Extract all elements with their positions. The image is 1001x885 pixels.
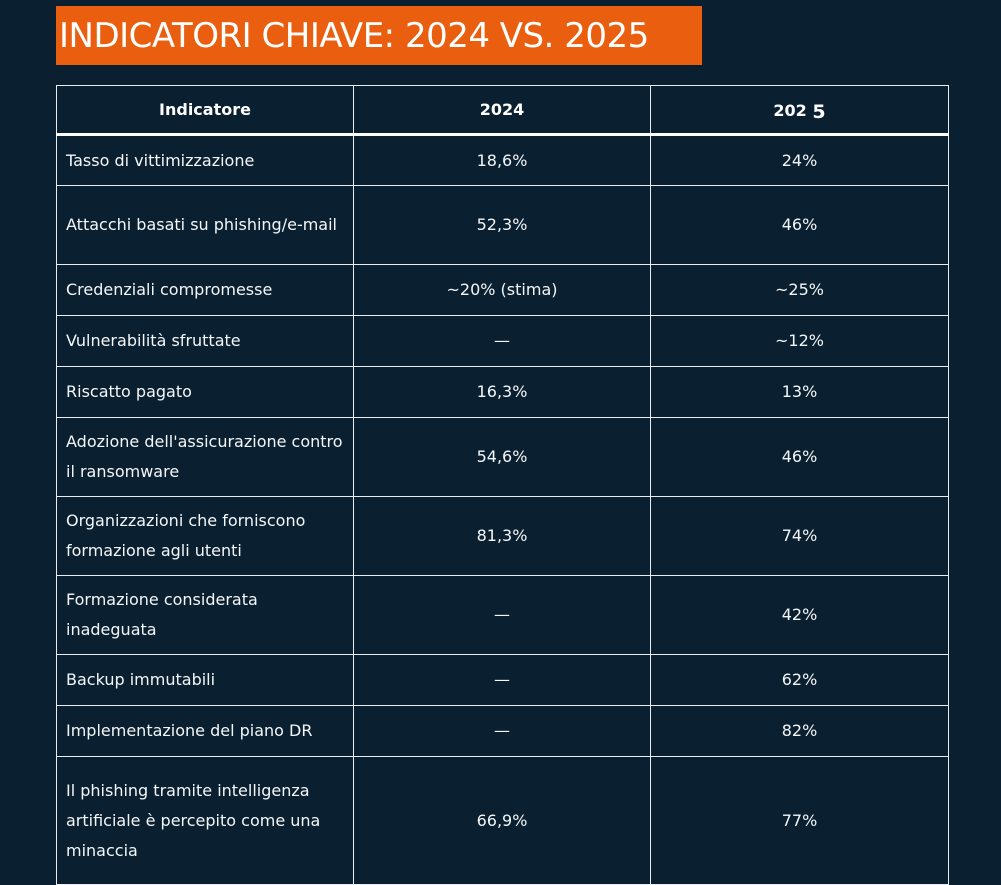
value-2024-cell: 18,6% <box>353 134 651 186</box>
value-2024-cell: 52,3% <box>353 185 651 265</box>
title-banner: INDICATORI CHIAVE: 2024 VS. 2025 <box>56 6 702 65</box>
page-title: INDICATORI CHIAVE: 2024 VS. 2025 <box>59 15 649 56</box>
table-row: Attacchi basati su phishing/e-mail 52,3% 4… <box>56 185 949 265</box>
indicator-cell: Vulnerabilità sfruttate <box>56 315 354 367</box>
indicator-cell: Riscatto pagato <box>56 366 354 418</box>
value-2025-cell: 46% <box>650 185 949 265</box>
value-2024-cell: — <box>353 705 651 757</box>
value-2024-cell: 66,9% <box>353 756 651 885</box>
indicator-cell: Credenziali compromesse <box>56 264 354 316</box>
value-2024-cell: — <box>353 654 651 706</box>
value-2025-cell: 74% <box>650 496 949 576</box>
header-2025-main: 202 <box>773 100 807 120</box>
value-2024-cell: 16,3% <box>353 366 651 418</box>
header-2025: 202 5 <box>650 85 949 136</box>
value-2025-cell: 62% <box>650 654 949 706</box>
indicator-cell: Attacchi basati su phishing/e-mail <box>56 185 354 265</box>
indicator-cell: Implementazione del piano DR <box>56 705 354 757</box>
indicator-cell: Adozione dell'assicurazione contro il ra… <box>56 417 354 497</box>
table-row: Tasso di vittimizzazione 18,6% 24% <box>56 134 949 186</box>
table-header: Indicatore 2024 202 5 <box>56 85 949 136</box>
table-row: Implementazione del piano DR —82% <box>56 705 949 757</box>
value-2025-cell: ~25% <box>650 264 949 316</box>
header-indicator: Indicatore <box>56 85 354 136</box>
table-row: Formazione considerata inadeguata —42% <box>56 575 949 655</box>
table-row: Riscatto pagato 16,3% 13% <box>56 366 949 418</box>
table-row: Backup immutabili —62% <box>56 654 949 706</box>
table-row: Adozione dell'assicurazione contro il ra… <box>56 417 949 497</box>
header-row: Indicatore 2024 202 5 <box>56 85 949 136</box>
table-row: Organizzazioni che forniscono formazione… <box>56 496 949 576</box>
indicator-cell: Backup immutabili <box>56 654 354 706</box>
value-2024-cell: ~20% (stima) <box>353 264 651 316</box>
header-2025-suffix: 5 <box>812 100 826 123</box>
value-2025-cell: 24% <box>650 134 949 186</box>
value-2025-cell: 42% <box>650 575 949 655</box>
indicator-cell: Il phishing tramite intelligenza artific… <box>56 756 354 885</box>
header-2024: 2024 <box>353 85 651 136</box>
value-2024-cell: 54,6% <box>353 417 651 497</box>
indicators-table: Indicatore 2024 202 5 Tasso di vittimizz… <box>56 85 949 885</box>
indicator-cell: Organizzazioni che forniscono formazione… <box>56 496 354 576</box>
value-2025-cell: 77% <box>650 756 949 885</box>
value-2024-cell: 81,3% <box>353 496 651 576</box>
value-2024-cell: — <box>353 315 651 367</box>
value-2025-cell: ~12% <box>650 315 949 367</box>
value-2024-cell: — <box>353 575 651 655</box>
value-2025-cell: 13% <box>650 366 949 418</box>
value-2025-cell: 46% <box>650 417 949 497</box>
table-row: Vulnerabilità sfruttate — ~12% <box>56 315 949 367</box>
table-body: Tasso di vittimizzazione 18,6% 24% Attacchi… <box>56 134 949 885</box>
indicator-cell: Formazione considerata inadeguata <box>56 575 354 655</box>
table-row: Il phishing tramite intelligenza artific… <box>56 756 949 885</box>
indicator-cell: Tasso di vittimizzazione <box>56 134 354 186</box>
value-2025-cell: 82% <box>650 705 949 757</box>
table-row: Credenziali compromesse ~20% (stima) ~25% <box>56 264 949 316</box>
